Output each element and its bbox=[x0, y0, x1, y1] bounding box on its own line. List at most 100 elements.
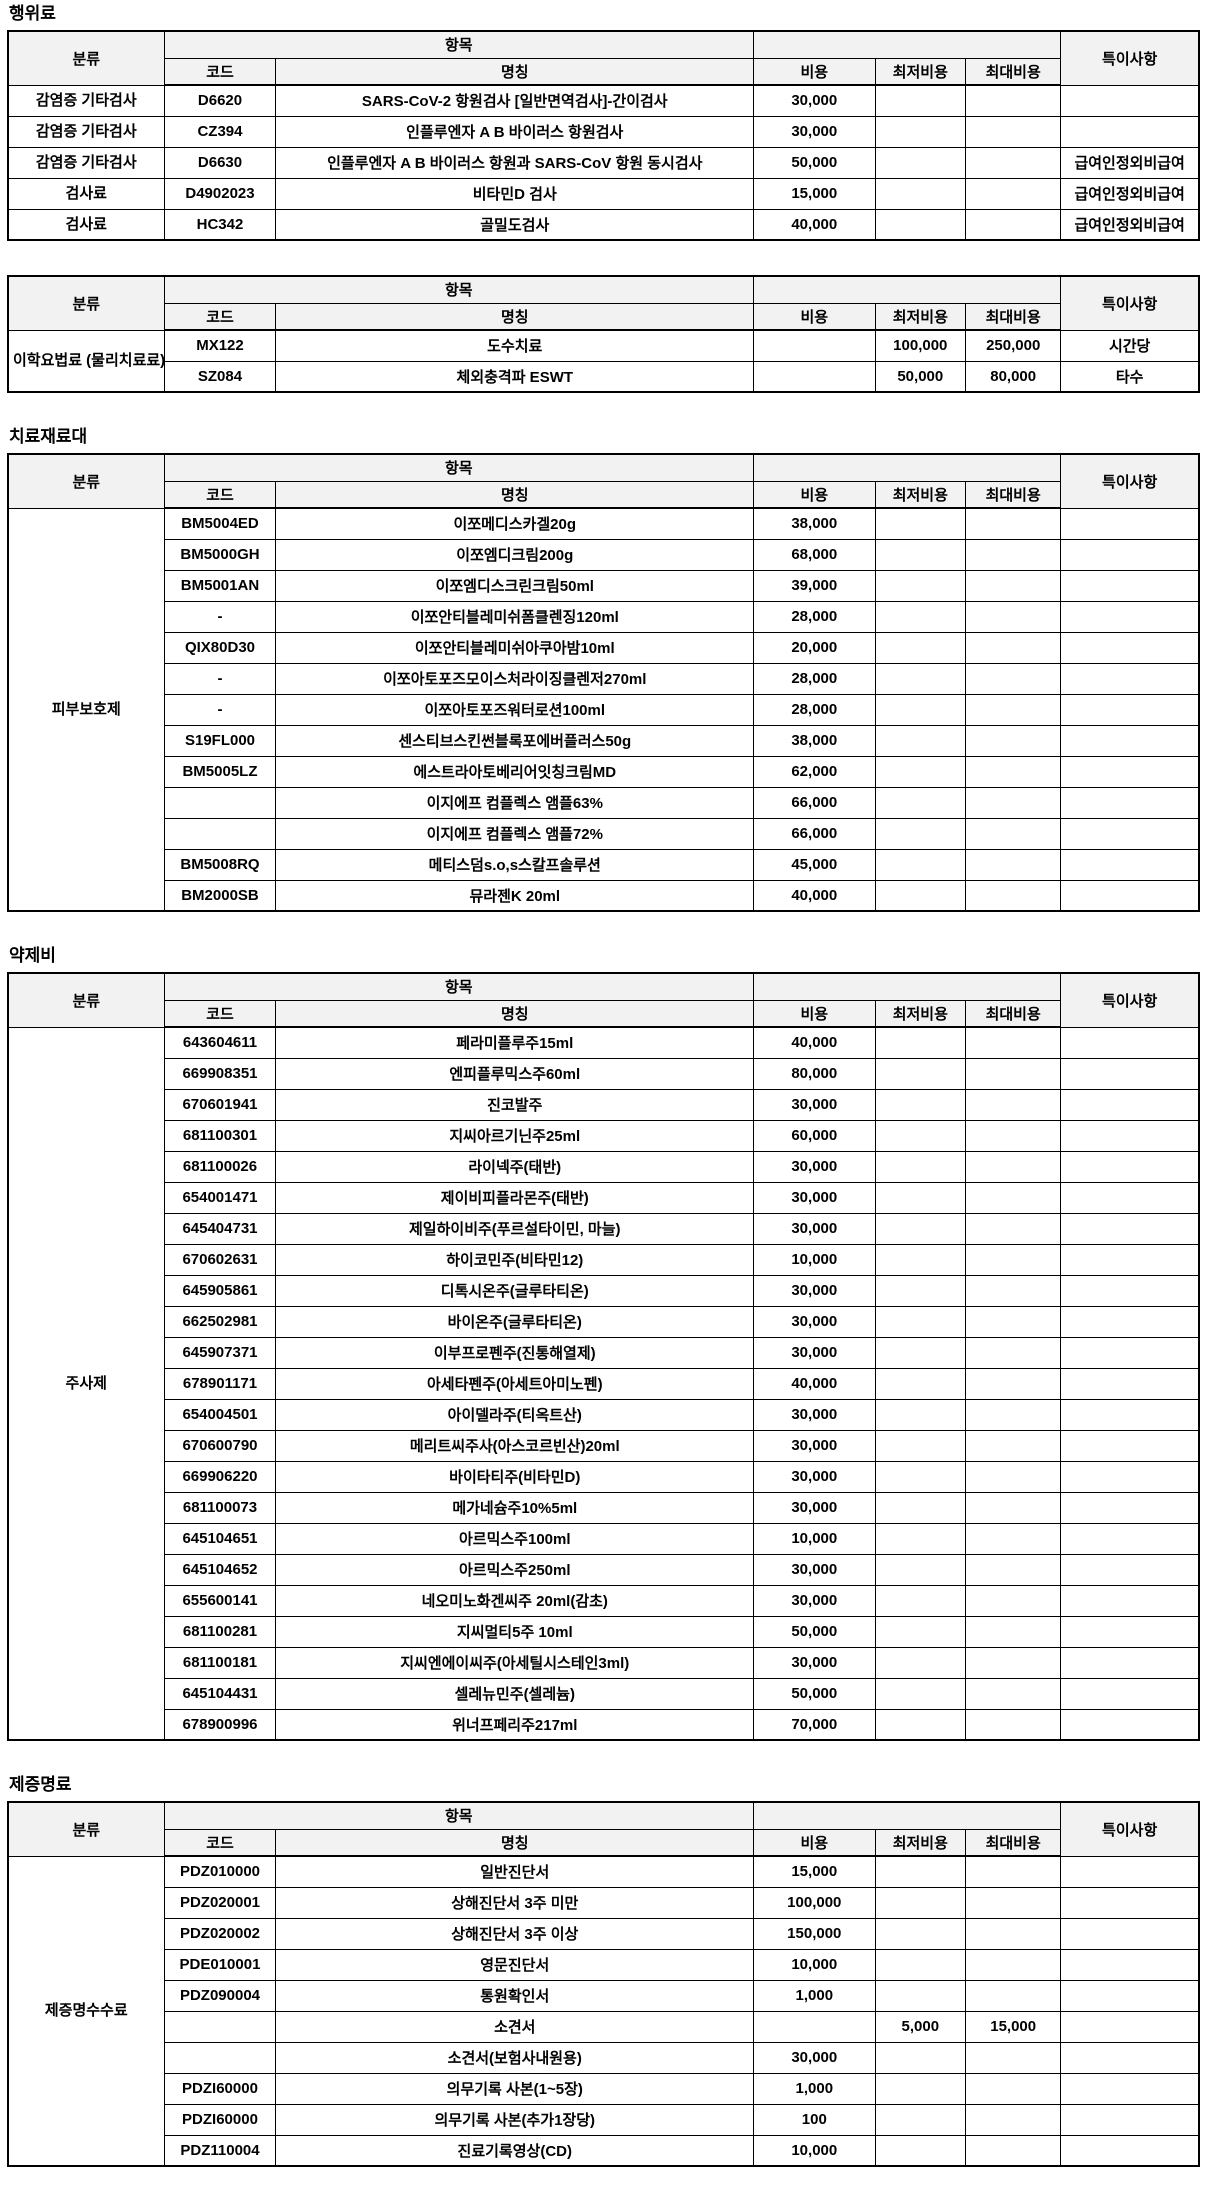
cell-note bbox=[1060, 662, 1200, 695]
column-header-cost-group bbox=[753, 972, 1062, 1001]
cell-name: 비타민D 검사 bbox=[275, 177, 755, 210]
cell-min-cost bbox=[874, 2134, 967, 2167]
cell-cost: 40,000 bbox=[753, 1026, 876, 1059]
cell-min-cost bbox=[874, 1948, 967, 1981]
cell-code: 670600790 bbox=[163, 1429, 277, 1462]
cell-max-cost bbox=[965, 1181, 1062, 1214]
table-header: 분류 항목 특이사항 코드 명칭 비용 최저비용 최대비용 bbox=[7, 972, 1200, 1028]
cell-min-cost bbox=[874, 1917, 967, 1950]
cell-cost: 30,000 bbox=[753, 1150, 876, 1183]
cell-max-cost bbox=[965, 2041, 1062, 2074]
cell-note bbox=[1060, 631, 1200, 664]
table-row: 645404731 제일하이비주(푸르설타이민, 마늘) 30,000 bbox=[8, 1212, 1200, 1245]
cell-min-cost bbox=[874, 1212, 967, 1245]
cell-cost: 10,000 bbox=[753, 1948, 876, 1981]
cell-code: 645104431 bbox=[163, 1677, 277, 1710]
cell-code: BM5004ED bbox=[163, 507, 277, 540]
cell-note bbox=[1060, 1026, 1200, 1059]
column-header-note: 특이사항 bbox=[1060, 275, 1200, 331]
column-header-max-cost: 최대비용 bbox=[965, 302, 1062, 331]
cell-cost: 10,000 bbox=[753, 1522, 876, 1555]
cell-max-cost bbox=[965, 84, 1062, 117]
table-row: 669908351 엔피플루믹스주60ml 80,000 bbox=[8, 1057, 1200, 1090]
column-header-code: 코드 bbox=[163, 999, 277, 1028]
cell-min-cost bbox=[874, 1243, 967, 1276]
cell-cost: 30,000 bbox=[753, 1429, 876, 1462]
cell-name: 이쪼엠디스크린크림50ml bbox=[275, 569, 755, 602]
cell-cost: 40,000 bbox=[753, 208, 876, 241]
cell-code: D4902023 bbox=[163, 177, 277, 210]
cell-min-cost bbox=[874, 1584, 967, 1617]
cell-max-cost bbox=[965, 817, 1062, 850]
cell-note bbox=[1060, 538, 1200, 571]
cell-min-cost: 100,000 bbox=[874, 329, 967, 362]
column-header-note: 특이사항 bbox=[1060, 972, 1200, 1028]
cell-code: 669906220 bbox=[163, 1460, 277, 1493]
cell-name: 영문진단서 bbox=[275, 1948, 755, 1981]
cell-note bbox=[1060, 507, 1200, 540]
cell-min-cost bbox=[874, 2041, 967, 2074]
cell-cost: 80,000 bbox=[753, 1057, 876, 1090]
table-row: PDZ090004 통원확인서 1,000 bbox=[8, 1979, 1200, 2012]
column-header-max-cost: 최대비용 bbox=[965, 480, 1062, 509]
table-row: 681100301 지씨아르기닌주25ml 60,000 bbox=[8, 1119, 1200, 1152]
cell-min-cost bbox=[874, 879, 967, 912]
cell-note bbox=[1060, 1305, 1200, 1338]
cell-note bbox=[1060, 1491, 1200, 1524]
cell-code: PDZ020002 bbox=[163, 1917, 277, 1950]
column-header-category: 분류 bbox=[7, 453, 165, 509]
table-row: 670601941 진코발주 30,000 bbox=[8, 1088, 1200, 1121]
cell-code: MX122 bbox=[163, 329, 277, 362]
column-header-max-cost: 최대비용 bbox=[965, 1828, 1062, 1857]
cell-name: 진료기록영상(CD) bbox=[275, 2134, 755, 2167]
cell-name: 제일하이비주(푸르설타이민, 마늘) bbox=[275, 1212, 755, 1245]
section-title-treatment-materials: 치료재료대 bbox=[9, 427, 88, 446]
cell-code: BM5000GH bbox=[163, 538, 277, 571]
cell-category: 감염증 기타검사 bbox=[7, 146, 165, 179]
column-header-code: 코드 bbox=[163, 480, 277, 509]
column-header-note: 특이사항 bbox=[1060, 1801, 1200, 1857]
cell-max-cost bbox=[965, 1057, 1062, 1090]
cell-code: 645905861 bbox=[163, 1274, 277, 1307]
cell-max-cost bbox=[965, 600, 1062, 633]
cell-code: 681100181 bbox=[163, 1646, 277, 1679]
cell-code: BM2000SB bbox=[163, 879, 277, 912]
cell-min-cost bbox=[874, 1088, 967, 1121]
cell-cost: 30,000 bbox=[753, 115, 876, 148]
cell-note bbox=[1060, 600, 1200, 633]
column-header-min-cost: 최저비용 bbox=[874, 57, 967, 86]
cell-max-cost bbox=[965, 1305, 1062, 1338]
cell-min-cost bbox=[874, 1429, 967, 1462]
cell-name: 지씨멀티5주 10ml bbox=[275, 1615, 755, 1648]
cell-code bbox=[163, 2010, 277, 2043]
cell-min-cost bbox=[874, 817, 967, 850]
table-header: 분류 항목 특이사항 코드 명칭 비용 최저비용 최대비용 bbox=[7, 30, 1200, 86]
cell-name: 제이비피플라몬주(태반) bbox=[275, 1181, 755, 1214]
column-header-cost: 비용 bbox=[753, 480, 876, 509]
cell-name: 디톡시온주(글루타티온) bbox=[275, 1274, 755, 1307]
table-row: 검사료 HC342 골밀도검사 40,000 급여인정외비급여 bbox=[7, 208, 1200, 241]
cell-max-cost bbox=[965, 786, 1062, 819]
cell-cost: 30,000 bbox=[753, 1212, 876, 1245]
cell-name: 골밀도검사 bbox=[275, 208, 755, 241]
column-header-min-cost: 최저비용 bbox=[874, 1828, 967, 1857]
cell-name: 지씨엔에이씨주(아세틸시스테인3ml) bbox=[275, 1646, 755, 1679]
cell-note bbox=[1060, 693, 1200, 726]
cell-cost: 30,000 bbox=[753, 2041, 876, 2074]
cell-cost: 15,000 bbox=[753, 177, 876, 210]
cell-min-cost bbox=[874, 1305, 967, 1338]
table-row: - 이쪼안티블레미쉬폼클렌징120ml 28,000 bbox=[8, 600, 1200, 633]
cell-note bbox=[1060, 2041, 1200, 2074]
cell-cost: 10,000 bbox=[753, 1243, 876, 1276]
cell-max-cost: 80,000 bbox=[965, 360, 1062, 393]
cell-cost: 30,000 bbox=[753, 1398, 876, 1431]
cell-max-cost bbox=[965, 1429, 1062, 1462]
table-row: BM5000GH 이쪼엠디크림200g 68,000 bbox=[8, 538, 1200, 571]
cell-note bbox=[1060, 1460, 1200, 1493]
cell-code: 678900996 bbox=[163, 1708, 277, 1741]
cell-note bbox=[1060, 1336, 1200, 1369]
cell-min-cost bbox=[874, 600, 967, 633]
cell-code: PDZ020001 bbox=[163, 1886, 277, 1919]
table-row: QIX80D30 이쪼안티블레미쉬아쿠아밤10ml 20,000 bbox=[8, 631, 1200, 664]
